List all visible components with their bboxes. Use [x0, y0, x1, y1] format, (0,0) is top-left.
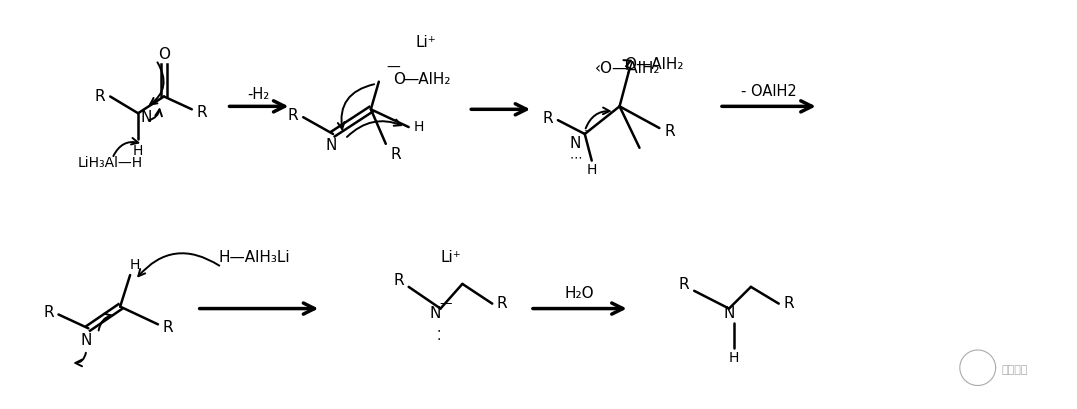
Text: N: N: [140, 110, 152, 125]
Text: N: N: [325, 138, 337, 153]
Text: R: R: [288, 108, 298, 123]
Text: R: R: [43, 305, 54, 320]
Text: 有机合成: 有机合成: [1002, 365, 1029, 375]
Text: R: R: [95, 89, 106, 104]
Text: ⁚: ⁚: [436, 329, 440, 343]
Text: H: H: [587, 164, 597, 178]
Text: N: N: [81, 333, 92, 348]
Text: Li⁺: Li⁺: [416, 35, 436, 50]
Text: LiH₃Al—H: LiH₃Al—H: [78, 155, 142, 170]
Text: R: R: [496, 296, 507, 311]
Text: -H₂: -H₂: [248, 87, 269, 102]
Text: H: H: [132, 144, 143, 158]
Text: R: R: [393, 274, 404, 288]
Text: R: R: [391, 147, 401, 162]
Text: N: N: [569, 136, 581, 151]
Text: R: R: [679, 277, 689, 292]
Text: N: N: [724, 306, 735, 321]
Text: R: R: [163, 320, 173, 335]
Text: ⋯: ⋯: [570, 151, 582, 164]
Text: N: N: [430, 306, 442, 321]
Text: R: R: [783, 296, 794, 311]
Text: O—AlH₂: O—AlH₂: [625, 57, 684, 72]
Text: R: R: [665, 124, 674, 139]
Text: H: H: [414, 120, 424, 134]
Text: R: R: [543, 111, 554, 126]
Text: Li⁺: Li⁺: [440, 250, 461, 265]
Text: ‹O—AlH₂: ‹O—AlH₂: [595, 61, 660, 76]
Text: O: O: [393, 72, 405, 87]
Text: H—AlH₃Li: H—AlH₃Li: [219, 250, 291, 265]
Text: —: —: [386, 61, 400, 75]
Text: H: H: [729, 351, 739, 365]
Text: - OAlH2: - OAlH2: [741, 84, 797, 99]
Text: H: H: [130, 258, 140, 272]
Text: R: R: [196, 105, 207, 120]
Text: —AlH₂: —AlH₂: [404, 72, 451, 87]
Text: ⁻: ⁻: [583, 127, 590, 141]
Text: O: O: [158, 47, 170, 62]
Text: —: —: [439, 297, 451, 310]
Text: H₂O: H₂O: [565, 286, 595, 301]
